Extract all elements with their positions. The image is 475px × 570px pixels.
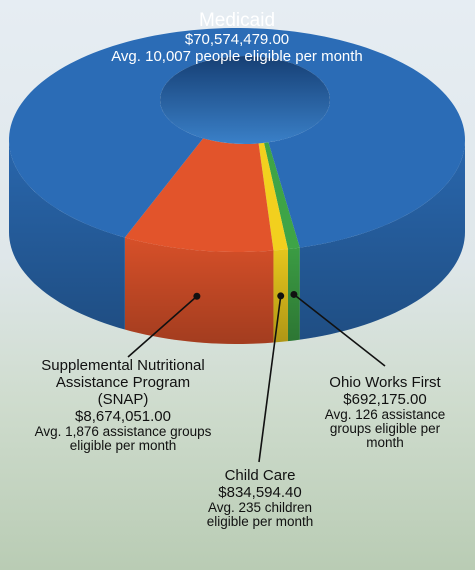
value-label: $834,594.40	[180, 484, 340, 501]
annotation: Avg. 235 children eligible per month	[190, 501, 330, 529]
annotation: Avg. 126 assistance groups eligible per …	[310, 408, 460, 450]
annotation: Avg. 10,007 people eligible per month	[67, 48, 407, 65]
category-label: Supplemental Nutritional Assistance Prog…	[33, 357, 213, 408]
snap-label: Supplemental Nutritional Assistance Prog…	[8, 357, 238, 453]
category-label: Ohio Works First	[300, 374, 470, 391]
infographic: Medicaid $70,574,479.00 Avg. 10,007 peop…	[0, 0, 475, 570]
category-label: Child Care	[180, 467, 340, 484]
medicaid-label: Medicaid $70,574,479.00 Avg. 10,007 peop…	[67, 10, 407, 65]
category-label: Medicaid	[67, 10, 407, 31]
leader-dot	[193, 293, 200, 300]
value-label: $70,574,479.00	[67, 31, 407, 48]
side-shade	[125, 238, 274, 344]
leader-dot	[277, 292, 284, 299]
leader-dot	[290, 291, 297, 298]
value-label: $8,674,051.00	[8, 408, 238, 425]
childcare-label: Child Care $834,594.40 Avg. 235 children…	[180, 467, 340, 529]
owf-label: Ohio Works First $692,175.00 Avg. 126 as…	[300, 374, 470, 450]
donut-hole	[160, 56, 330, 144]
annotation: Avg. 1,876 assistance groups eligible pe…	[23, 425, 223, 453]
value-label: $692,175.00	[300, 391, 470, 408]
